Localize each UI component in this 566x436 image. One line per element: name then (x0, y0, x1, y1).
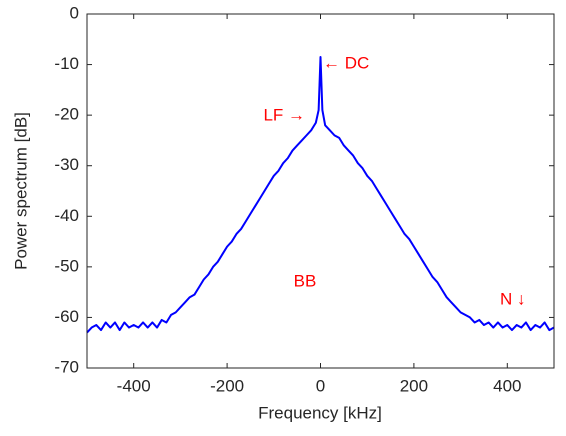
y-tick-label: -60 (54, 307, 79, 326)
axes-box (86, 13, 555, 369)
annotation: ← DC (323, 53, 369, 72)
y-axis-label: Power spectrum [dB] (11, 112, 30, 270)
y-tick-label: -70 (54, 357, 79, 376)
x-axis-label: Frequency [kHz] (258, 403, 382, 422)
annotation: LF → (263, 105, 305, 124)
y-tick-label: -30 (54, 155, 79, 174)
spectrum-line (86, 55, 555, 334)
y-tick-label: 0 (70, 3, 79, 22)
x-tick-label: 400 (493, 376, 521, 395)
x-tick-label: 200 (400, 376, 428, 395)
y-tick-label: -10 (54, 54, 79, 73)
x-tick-label: -400 (117, 376, 151, 395)
annotation: BB (294, 271, 317, 290)
x-tick-label: 0 (316, 376, 325, 395)
y-tick-label: -40 (54, 206, 79, 225)
annotation: N ↓ (500, 289, 526, 308)
y-tick-label: -50 (54, 256, 79, 275)
y-tick-label: -20 (54, 105, 79, 124)
x-tick-label: -200 (210, 376, 244, 395)
